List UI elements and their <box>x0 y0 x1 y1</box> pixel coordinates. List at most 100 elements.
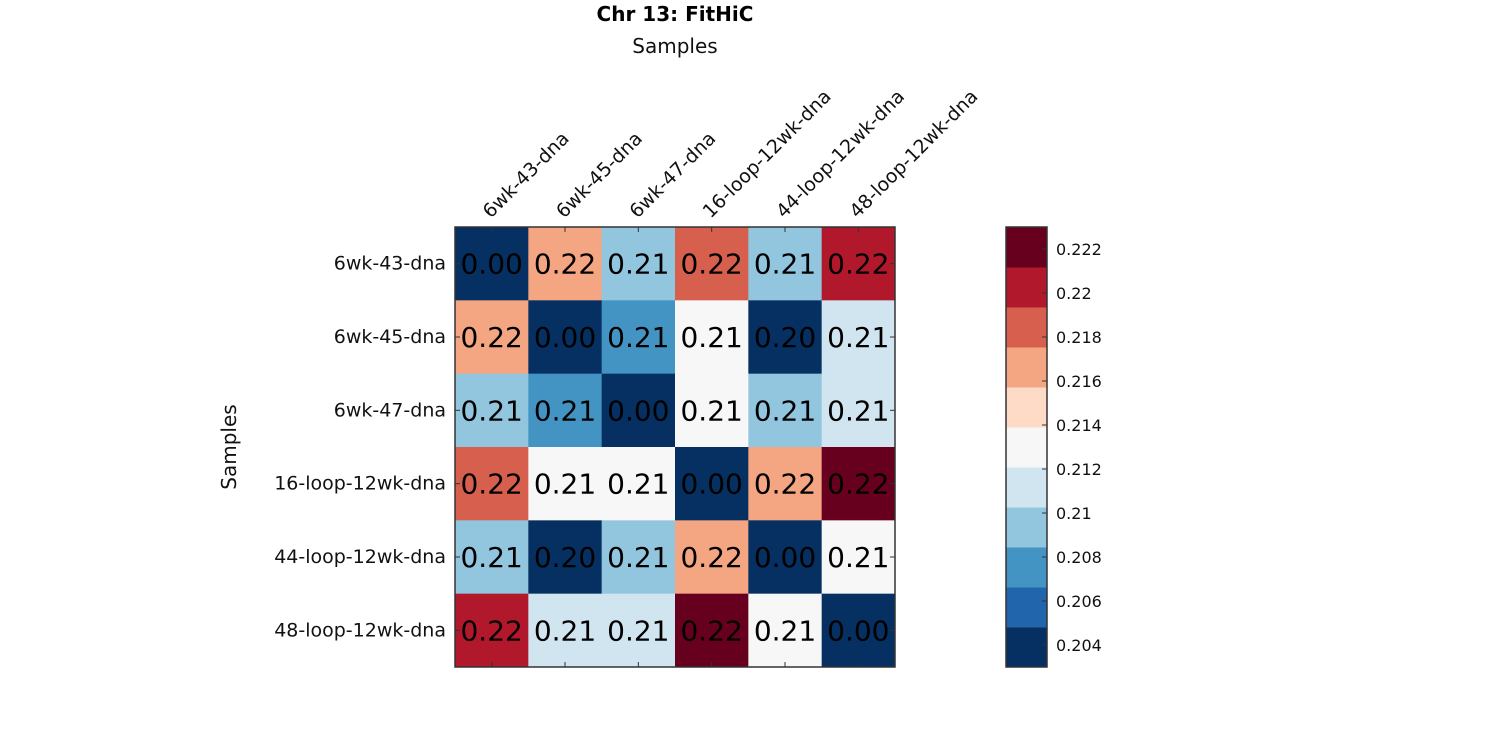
heatmap-cell <box>821 520 896 595</box>
colorbar-segment <box>1006 547 1047 588</box>
cell-value-label: 0.21 <box>607 248 669 281</box>
cell-value-label: 0.21 <box>827 321 889 354</box>
cell-value-label: 0.21 <box>754 394 816 427</box>
cell-value-label: 0.21 <box>607 321 669 354</box>
heatmap-cell <box>455 520 529 595</box>
colorbar-frame <box>1005 226 1048 668</box>
heatmap-cell <box>601 593 676 668</box>
y-tick-label: 44-loop-12wk-dna <box>274 546 446 568</box>
cell-value-label: 0.21 <box>827 394 889 427</box>
cell-value-label: 0.00 <box>680 468 742 501</box>
heatmap-cell <box>821 300 896 375</box>
heatmap-frame <box>454 226 896 668</box>
cell-value-label: 0.22 <box>827 248 889 281</box>
cell-value-label: 0.22 <box>680 541 742 574</box>
cell-value-label: 0.20 <box>754 321 816 354</box>
colorbar-tick-label: 0.222 <box>1056 240 1102 259</box>
heatmap-cells <box>455 227 896 668</box>
cell-value-label: 0.21 <box>534 468 596 501</box>
heatmap-cell <box>601 227 676 301</box>
heatmap-cell <box>455 447 529 521</box>
heatmap-cell <box>748 520 823 595</box>
colorbar-tick-label: 0.206 <box>1056 592 1102 611</box>
heatmap-cell <box>821 593 896 668</box>
cell-value-label: 0.21 <box>607 614 669 647</box>
heatmap-cell <box>528 447 603 521</box>
colorbar-tick-label: 0.212 <box>1056 460 1102 479</box>
cell-value-label: 0.22 <box>534 248 596 281</box>
cell-value-label: 0.22 <box>680 248 742 281</box>
colorbar-segment <box>1006 227 1047 268</box>
heatmap-cell <box>455 373 529 448</box>
heatmap-cell <box>528 520 603 595</box>
x-tick-labels: 6wk-43-dna6wk-45-dna6wk-47-dna16-loop-12… <box>479 85 983 222</box>
heatmap-cell <box>675 300 749 375</box>
heatmap-cell <box>601 447 676 521</box>
colorbar-segment <box>1006 467 1047 508</box>
colorbar-tick-label: 0.22 <box>1056 284 1092 303</box>
cell-value-label: 0.21 <box>680 394 742 427</box>
heatmap-cell <box>601 300 676 375</box>
y-tick-label: 16-loop-12wk-dna <box>274 473 446 495</box>
colorbar-segment <box>1006 387 1047 428</box>
y-tick-labels: 6wk-43-dna 6wk-45-dna 6wk-47-dna 16-loop-12… <box>274 253 446 642</box>
cell-value-label: 0.21 <box>754 614 816 647</box>
cell-value-label: 0.22 <box>680 614 742 647</box>
colorbar-tick-label: 0.214 <box>1056 416 1102 435</box>
heatmap-cell <box>748 300 823 375</box>
y-tick-label: 6wk-45-dna <box>334 326 446 348</box>
colorbar-segment <box>1006 587 1047 628</box>
colorbar-tick-label: 0.216 <box>1056 372 1102 391</box>
cell-value-label: 0.21 <box>607 468 669 501</box>
heatmap-cell <box>748 593 823 668</box>
heatmap-cell <box>675 447 749 521</box>
colorbar-segment <box>1006 347 1047 388</box>
heatmap-cell <box>601 373 676 448</box>
y-tick-label: 48-loop-12wk-dna <box>274 619 446 641</box>
cell-value-label: 0.00 <box>827 614 889 647</box>
y-axis-label: Samples <box>217 404 241 489</box>
colorbar-segment <box>1006 307 1047 348</box>
heatmap-cell-labels: 0.00 0.22 0.21 0.22 0.21 0.22 0.22 0.00 0.21 0.21… <box>460 248 889 648</box>
cell-value-label: 0.21 <box>460 394 522 427</box>
heatmap-cell <box>528 227 603 301</box>
cell-value-label: 0.21 <box>754 248 816 281</box>
heatmap-cell <box>675 227 749 301</box>
cell-value-label: 0.20 <box>534 541 596 574</box>
heatmap-cell <box>821 373 896 448</box>
cell-value-label: 0.00 <box>607 394 669 427</box>
heatmap-cell <box>748 373 823 448</box>
heatmap-cell <box>528 373 603 448</box>
heatmap-cell <box>455 300 529 375</box>
y-tick-label: 6wk-47-dna <box>334 399 446 421</box>
colorbar-tick-label: 0.204 <box>1056 636 1102 655</box>
colorbar-segment <box>1006 627 1047 668</box>
heatmap-cell <box>675 373 749 448</box>
cell-value-label: 0.22 <box>754 468 816 501</box>
y-tick-label: 6wk-43-dna <box>334 253 446 275</box>
heatmap-cell <box>528 300 603 375</box>
cell-value-label: 0.22 <box>460 614 522 647</box>
heatmap-cell <box>528 593 603 668</box>
chart-title: Chr 13: FitHiC <box>597 2 754 26</box>
cell-value-label: 0.00 <box>754 541 816 574</box>
heatmap-cell <box>748 447 823 521</box>
cell-value-label: 0.22 <box>827 468 889 501</box>
x-tick-label: 16-loop-12wk-dna <box>699 85 836 222</box>
colorbar-segment <box>1006 427 1047 468</box>
cell-value-label: 0.21 <box>460 541 522 574</box>
heatmap-cell <box>455 227 529 301</box>
colorbar-segment <box>1006 267 1047 308</box>
cell-value-label: 0.21 <box>534 614 596 647</box>
cell-value-label: 0.00 <box>534 321 596 354</box>
heatmap-cell <box>821 447 896 521</box>
x-axis-label: Samples <box>632 34 717 58</box>
heatmap-cell <box>455 593 529 668</box>
heatmap-cell <box>748 227 823 301</box>
heatmap-cell <box>675 593 749 668</box>
colorbar-segment <box>1006 507 1047 548</box>
x-tick-label: 44-loop-12wk-dna <box>772 85 909 222</box>
cell-value-label: 0.21 <box>534 394 596 427</box>
colorbar-tick-label: 0.218 <box>1056 328 1102 347</box>
